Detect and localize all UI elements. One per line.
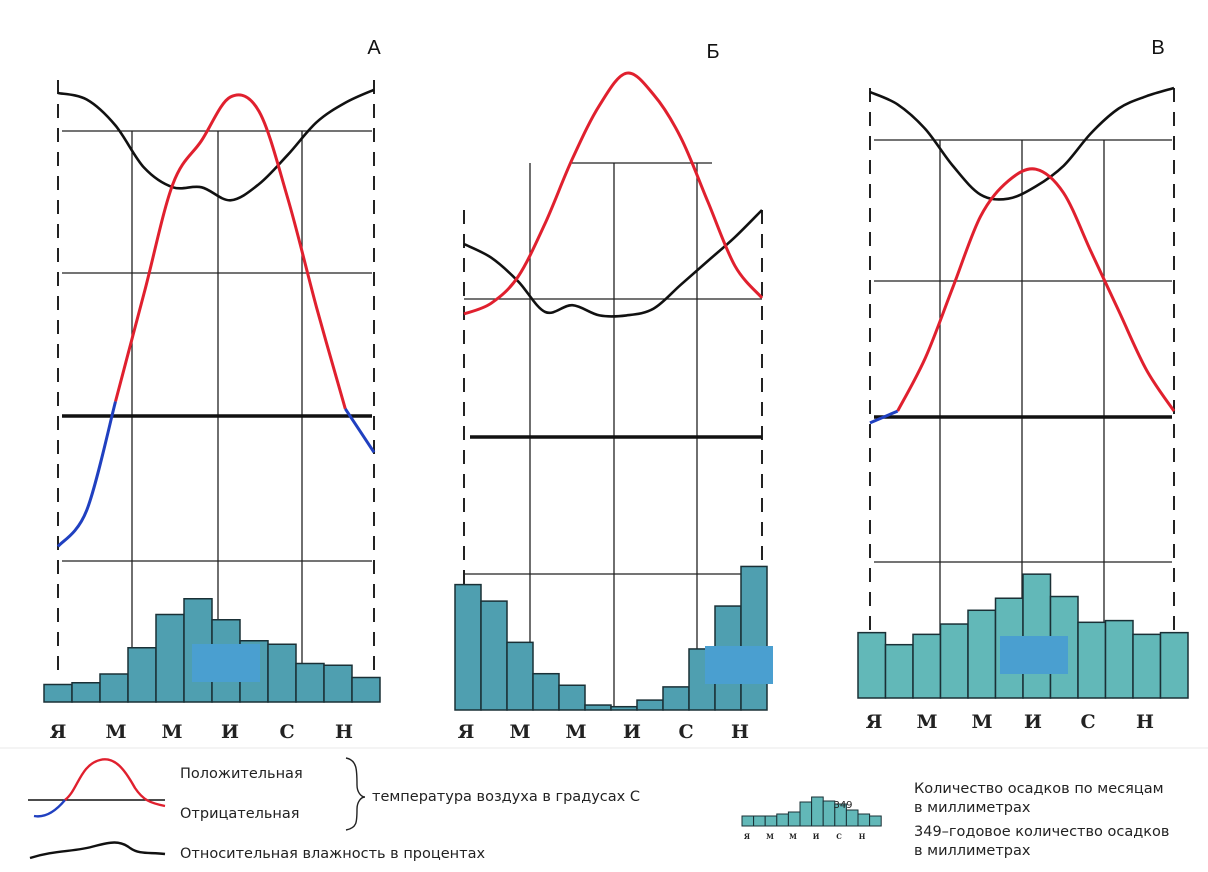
legend-month-label: С xyxy=(836,832,842,841)
precipitation-bar xyxy=(506,641,534,711)
panel-label-a: А xyxy=(367,37,381,59)
positive-temperature-line xyxy=(114,93,347,410)
precipitation-bar xyxy=(295,662,325,703)
legend-precip-line2: в миллиметрах xyxy=(914,800,1031,816)
month-tick-label: М xyxy=(565,721,586,743)
precipitation-bar xyxy=(127,647,157,703)
legend: Положительная Отрицательная температура … xyxy=(0,747,1208,862)
month-tick-label: И xyxy=(1024,711,1042,733)
positive-temperature-line xyxy=(896,167,1176,412)
humidity-line xyxy=(57,88,375,202)
legend-negative-label: Отрицательная xyxy=(180,806,300,822)
precipitation-bar xyxy=(267,643,297,703)
month-tick-label: С xyxy=(1080,711,1095,733)
legend-month-label: М xyxy=(766,832,774,841)
legend-temp-desc: температура воздуха в градусах С xyxy=(372,789,640,805)
precipitation-bar xyxy=(71,682,101,703)
precipitation-bar xyxy=(939,623,969,699)
panel-label-b: Б xyxy=(706,41,719,63)
month-tick-label: М xyxy=(105,721,126,743)
precipitation-bar xyxy=(857,631,887,699)
legend-annual-value: 349 xyxy=(833,800,852,811)
precipitation-bar xyxy=(1159,631,1189,699)
negative-temperature-line xyxy=(56,401,117,548)
legend-precip-bar xyxy=(869,815,882,827)
legend-annual-line1: 349–годовое количество осадков xyxy=(914,824,1169,840)
month-tick-label: Я xyxy=(866,711,883,733)
precipitation-bar xyxy=(558,684,586,711)
panel-label-c: В xyxy=(1151,37,1164,59)
legend-precip-bar xyxy=(776,813,789,827)
precipitation-bar xyxy=(323,664,353,703)
precipitation-bar xyxy=(1077,621,1107,699)
precipitation-bar xyxy=(610,705,638,711)
month-tick-label: С xyxy=(678,721,693,743)
month-tick-label: И xyxy=(623,721,641,743)
month-tick-label: С xyxy=(279,721,294,743)
legend-precip-bar xyxy=(857,813,871,827)
legend-precip-bar xyxy=(845,809,859,827)
legend-month-label: И xyxy=(813,832,820,841)
precipitation-bar xyxy=(740,565,768,711)
legend-month-label: М xyxy=(789,832,797,841)
legend-precip-bar xyxy=(741,815,755,827)
month-tick-label: Я xyxy=(458,721,475,743)
month-tick-label: Н xyxy=(731,721,749,743)
month-tick-label: М xyxy=(971,711,992,733)
legend-month-label: Н xyxy=(859,832,866,841)
precipitation-bar xyxy=(1132,633,1162,699)
precipitation-bar xyxy=(351,676,381,703)
legend-precip-bar xyxy=(753,815,766,827)
precipitation-bar xyxy=(884,643,914,699)
precipitation-bar xyxy=(480,600,508,711)
negative-temperature-line xyxy=(869,409,899,425)
precipitation-bar xyxy=(99,673,129,703)
legend-positive-label: Положительная xyxy=(180,766,303,782)
precipitation-bar xyxy=(155,613,185,703)
month-tick-label: Н xyxy=(335,721,353,743)
annual-precipitation-cover xyxy=(1000,636,1068,674)
legend-precip-bar xyxy=(787,811,801,827)
negative-temperature-line xyxy=(344,407,376,454)
precipitation-bar xyxy=(662,686,690,711)
legend-precip-line1: Количество осадков по месяцам xyxy=(914,781,1164,797)
legend-brace xyxy=(345,757,366,831)
positive-temperature-line xyxy=(463,71,764,316)
positive-temp-legend-line xyxy=(64,758,166,808)
annual-precipitation-cover xyxy=(192,644,260,682)
humidity-legend-line xyxy=(29,841,166,860)
month-tick-label: Н xyxy=(1136,711,1154,733)
legend-precip-bar xyxy=(764,815,778,827)
legend-month-label: Я xyxy=(744,832,750,841)
month-tick-label: М xyxy=(916,711,937,733)
month-tick-label: М xyxy=(509,721,530,743)
month-tick-label: И xyxy=(221,721,239,743)
precipitation-bar xyxy=(967,609,997,699)
legend-annual-line2: в миллиметрах xyxy=(914,843,1031,859)
precipitation-bar xyxy=(454,583,482,711)
annual-precipitation-cover xyxy=(705,646,773,684)
precipitation-bar xyxy=(532,672,560,711)
negative-temp-legend-line xyxy=(33,799,66,818)
month-tick-label: Я xyxy=(50,721,67,743)
humidity-line xyxy=(869,86,1175,201)
legend-precip-bar xyxy=(811,796,824,827)
legend-precip-bar xyxy=(799,801,813,827)
precipitation-bar xyxy=(584,704,612,711)
month-tick-label: М xyxy=(161,721,182,743)
precipitation-bar xyxy=(1104,619,1134,699)
precipitation-bar xyxy=(43,683,73,703)
legend-humidity-label: Относительная влажность в процентах xyxy=(180,846,485,862)
precipitation-bar xyxy=(636,699,664,711)
precipitation-bar xyxy=(912,633,942,699)
